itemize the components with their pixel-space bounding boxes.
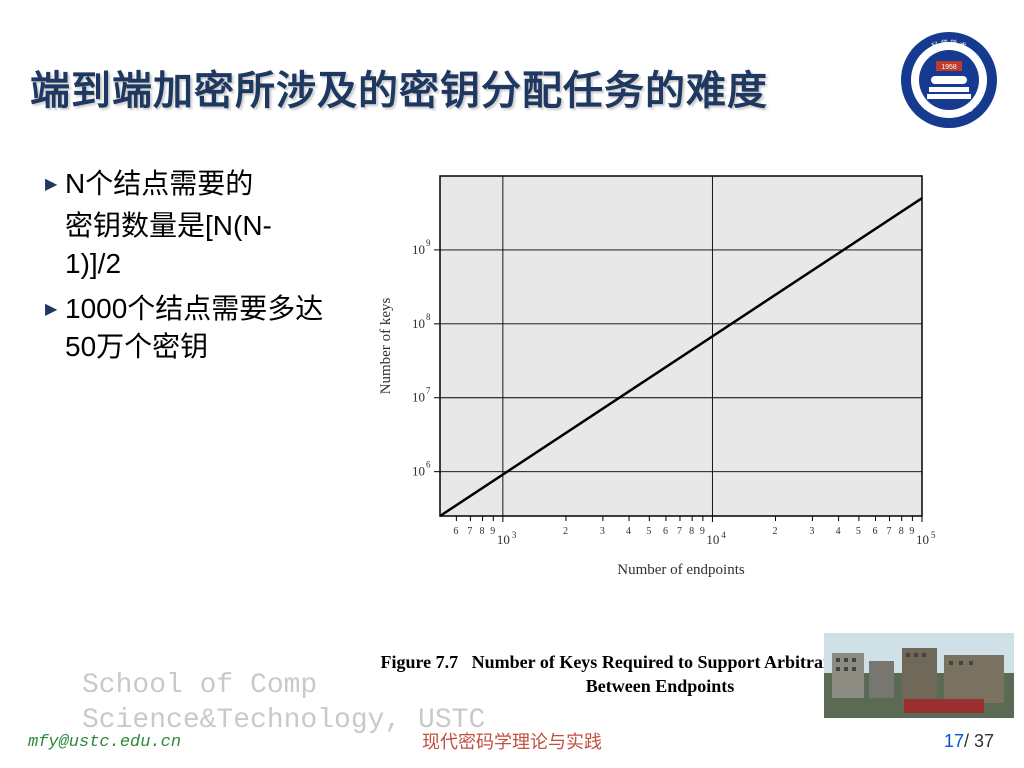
svg-text:Number of keys: Number of keys: [378, 298, 394, 395]
svg-text:8: 8: [426, 312, 431, 322]
list-item: ▶ N个结点需要的: [45, 165, 325, 203]
building-photo: [824, 633, 1014, 718]
svg-text:9: 9: [700, 526, 705, 537]
svg-text:10: 10: [916, 532, 929, 547]
svg-text:3: 3: [512, 530, 517, 540]
svg-text:10: 10: [412, 242, 425, 257]
svg-text:7: 7: [677, 526, 682, 537]
svg-text:4: 4: [836, 526, 841, 537]
svg-text:3: 3: [600, 526, 605, 537]
page-number: 17/ 37: [944, 731, 994, 752]
svg-text:7: 7: [467, 526, 472, 537]
list-item: ▶ 1000个结点需要多达50万个密钥: [45, 290, 325, 366]
svg-text:3: 3: [809, 526, 814, 537]
svg-text:9: 9: [909, 526, 914, 537]
school-line: School of Comp: [82, 670, 317, 701]
bullet-text: 密钥数量是[N(N-1)]/2: [65, 207, 325, 283]
svg-text:6: 6: [873, 526, 878, 537]
bullet-text: N个结点需要的: [65, 165, 325, 203]
svg-text:6: 6: [426, 460, 431, 470]
ustc-logo: 1958 科 学 技 术 University of Science and T…: [899, 30, 999, 130]
svg-text:10: 10: [412, 316, 425, 331]
bullet-icon: ▶: [45, 165, 65, 203]
bullet-list: ▶ N个结点需要的 密钥数量是[N(N-1)]/2 ▶ 1000个结点需要多达5…: [45, 165, 325, 370]
svg-text:6: 6: [453, 526, 458, 537]
svg-text:1958: 1958: [941, 64, 957, 71]
svg-text:10: 10: [412, 390, 425, 405]
svg-text:4: 4: [721, 530, 726, 540]
page-title: 端到端加密所涉及的密钥分配任务的难度: [30, 58, 768, 116]
page-total: / 37: [964, 731, 994, 751]
bullet-text: 1000个结点需要多达50万个密钥: [65, 290, 325, 366]
svg-text:10: 10: [497, 532, 510, 547]
svg-text:7: 7: [426, 386, 431, 396]
svg-text:8: 8: [689, 526, 694, 537]
svg-text:7: 7: [887, 526, 892, 537]
svg-text:8: 8: [480, 526, 485, 537]
svg-text:5: 5: [856, 526, 861, 537]
svg-text:9: 9: [490, 526, 495, 537]
svg-text:5: 5: [646, 526, 651, 537]
svg-text:Number of endpoints: Number of endpoints: [617, 562, 745, 578]
svg-text:10: 10: [706, 532, 719, 547]
svg-text:2: 2: [563, 526, 568, 537]
bullet-icon: ▶: [45, 290, 65, 366]
svg-text:9: 9: [426, 238, 431, 248]
svg-text:2: 2: [773, 526, 778, 537]
svg-text:6: 6: [663, 526, 668, 537]
svg-text:8: 8: [899, 526, 904, 537]
keys-endpoints-chart: 1061071081091031041056789234567892345678…: [372, 166, 942, 586]
svg-text:5: 5: [931, 530, 936, 540]
svg-text:4: 4: [626, 526, 631, 537]
svg-text:10: 10: [412, 464, 425, 479]
page-current: 17: [944, 731, 964, 751]
footer-title: 现代密码学理论与实践: [0, 728, 1024, 754]
